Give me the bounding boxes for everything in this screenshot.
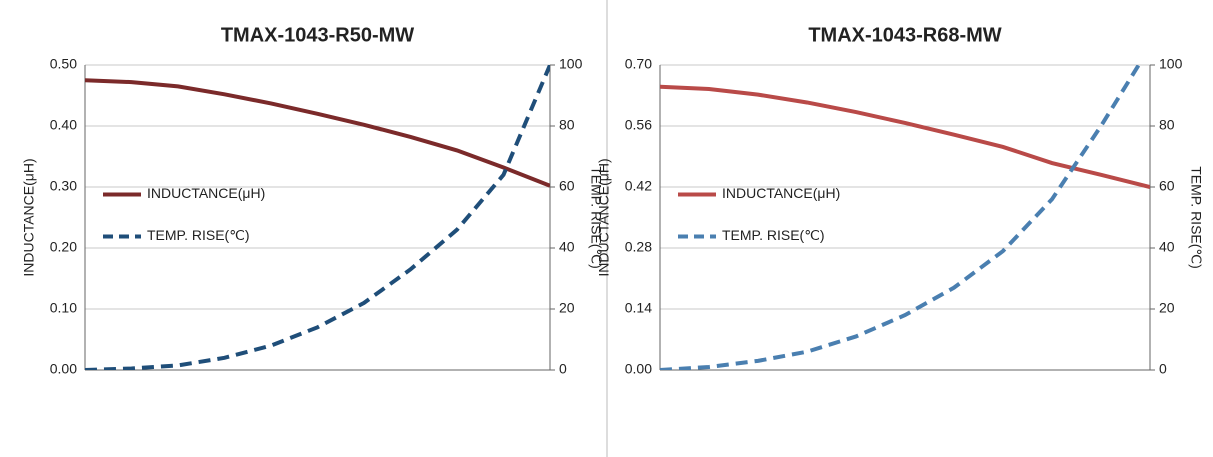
series-line bbox=[660, 65, 1142, 370]
y-tick-label: 0.40 bbox=[50, 117, 77, 133]
y-axis-title: INDUCTANCE(μH) bbox=[596, 158, 612, 276]
y2-tick-label: 40 bbox=[1159, 239, 1175, 255]
y-tick-label: 0.42 bbox=[625, 178, 652, 194]
y-tick-label: 0.70 bbox=[625, 56, 652, 72]
series-line bbox=[85, 65, 550, 370]
y-tick-label: 0.50 bbox=[50, 56, 77, 72]
y2-tick-label: 20 bbox=[1159, 300, 1175, 316]
y2-tick-label: 80 bbox=[1159, 117, 1175, 133]
series-line bbox=[660, 84, 1150, 189]
chart-title: TMAX-1043-R50-MW bbox=[221, 24, 414, 46]
y2-tick-label: 20 bbox=[559, 300, 575, 316]
chart-title: TMAX-1043-R68-MW bbox=[808, 24, 1001, 46]
y2-axis-title: TEMP. RISE(℃) bbox=[588, 166, 604, 269]
y2-tick-label: 0 bbox=[559, 361, 567, 377]
y-tick-label: 0.30 bbox=[50, 178, 77, 194]
y-tick-label: 0.56 bbox=[625, 117, 652, 133]
y-tick-label: 0.10 bbox=[50, 300, 77, 316]
y-tick-label: 0.00 bbox=[625, 361, 652, 377]
y2-tick-label: 60 bbox=[1159, 178, 1175, 194]
y-tick-label: 0.14 bbox=[625, 300, 652, 316]
legend-label: TEMP. RISE(℃) bbox=[722, 227, 825, 243]
y2-tick-label: 40 bbox=[559, 239, 575, 255]
y2-tick-label: 80 bbox=[559, 117, 575, 133]
y-tick-label: 0.00 bbox=[50, 361, 77, 377]
y-tick-label: 0.28 bbox=[625, 239, 652, 255]
y2-axis-title: TEMP. RISE(℃) bbox=[1188, 166, 1204, 269]
y2-tick-label: 100 bbox=[559, 56, 583, 72]
legend-label: INDUCTANCE(μH) bbox=[722, 185, 840, 201]
y2-tick-label: 60 bbox=[559, 178, 575, 194]
y2-tick-label: 0 bbox=[1159, 361, 1167, 377]
chart-panel: TMAX-1043-R68-MW 0.00 0.14 0.28 0.42 0.56 0.70… bbox=[596, 24, 1205, 376]
series-line bbox=[85, 78, 550, 188]
legend-label: TEMP. RISE(℃) bbox=[147, 227, 250, 243]
y2-tick-label: 100 bbox=[1159, 56, 1183, 72]
y-tick-label: 0.20 bbox=[50, 239, 77, 255]
legend-label: INDUCTANCE(μH) bbox=[147, 185, 265, 201]
chart-panel: TMAX-1043-R50-MW 0.00 0.10 0.20 0.30 0.40 0.50… bbox=[21, 24, 605, 376]
y-axis-title: INDUCTANCE(μH) bbox=[21, 158, 37, 276]
